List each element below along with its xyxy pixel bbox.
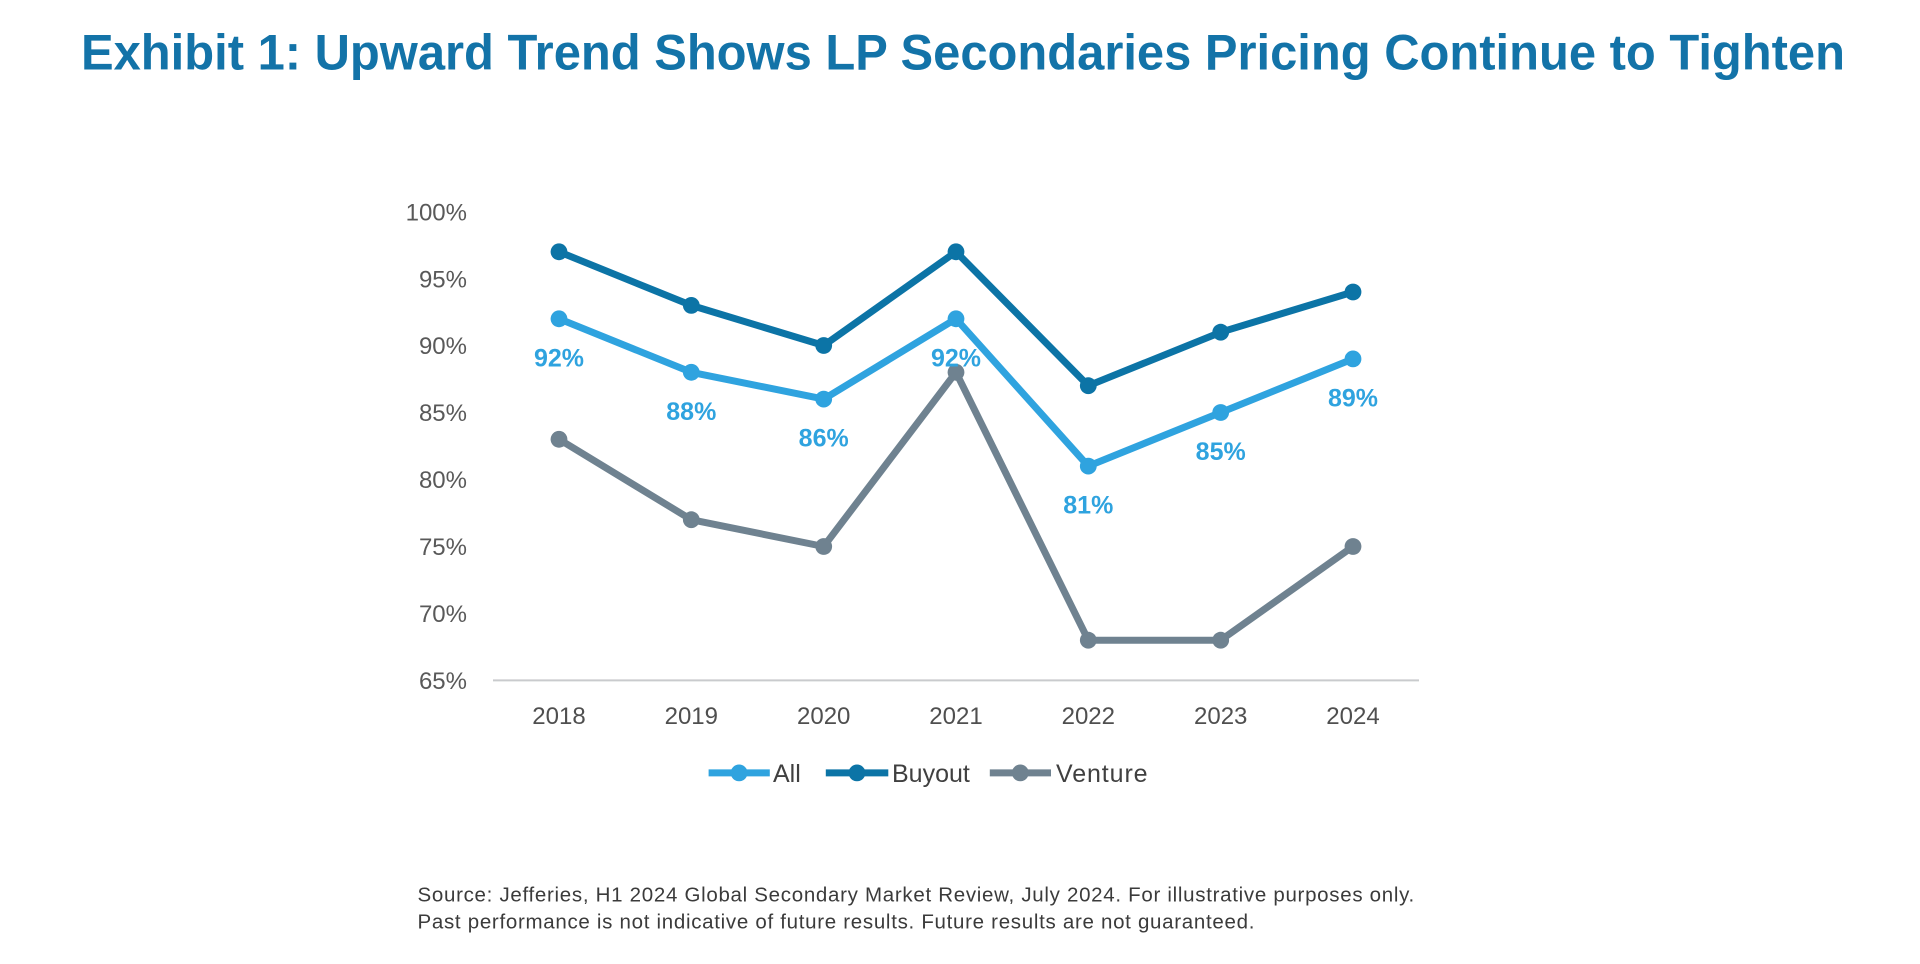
svg-text:2018: 2018 — [532, 703, 585, 730]
svg-text:70%: 70% — [419, 601, 467, 628]
svg-text:85%: 85% — [419, 400, 467, 427]
svg-text:92%: 92% — [931, 344, 981, 372]
svg-text:Venture: Venture — [1056, 760, 1148, 788]
svg-text:80%: 80% — [419, 467, 467, 494]
svg-text:2019: 2019 — [665, 703, 718, 730]
svg-text:All: All — [773, 760, 801, 788]
svg-text:2020: 2020 — [797, 703, 850, 730]
svg-text:89%: 89% — [1328, 384, 1378, 412]
svg-text:88%: 88% — [666, 398, 716, 426]
svg-text:2024: 2024 — [1326, 703, 1379, 730]
svg-text:Past performance is not indica: Past performance is not indicative of fu… — [418, 910, 1256, 933]
svg-text:65%: 65% — [419, 668, 467, 695]
svg-text:2021: 2021 — [929, 703, 982, 730]
svg-text:100%: 100% — [406, 199, 467, 226]
svg-text:Source: Jefferies, H1 2024 Glo: Source: Jefferies, H1 2024 Global Second… — [418, 883, 1415, 906]
svg-text:92%: 92% — [534, 344, 584, 372]
svg-text:85%: 85% — [1196, 438, 1246, 466]
svg-text:2023: 2023 — [1194, 703, 1247, 730]
svg-text:2022: 2022 — [1062, 703, 1115, 730]
svg-text:Buyout: Buyout — [892, 760, 970, 788]
svg-text:75%: 75% — [419, 534, 467, 561]
svg-text:Exhibit 1: Upward Trend Shows: Exhibit 1: Upward Trend Shows LP Seconda… — [81, 25, 1845, 81]
svg-text:81%: 81% — [1063, 492, 1113, 520]
svg-text:95%: 95% — [419, 266, 467, 293]
svg-text:86%: 86% — [799, 425, 849, 453]
svg-text:90%: 90% — [419, 333, 467, 360]
